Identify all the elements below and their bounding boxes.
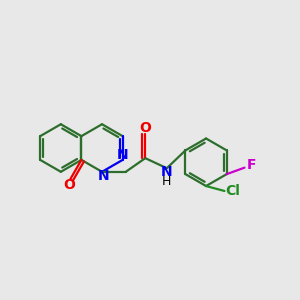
Text: H: H — [162, 175, 172, 188]
Text: N: N — [117, 148, 128, 162]
Text: F: F — [247, 158, 256, 172]
Text: O: O — [139, 122, 151, 135]
Text: N: N — [98, 169, 110, 183]
Text: N: N — [161, 165, 172, 179]
Text: O: O — [64, 178, 75, 192]
Text: Cl: Cl — [225, 184, 240, 198]
